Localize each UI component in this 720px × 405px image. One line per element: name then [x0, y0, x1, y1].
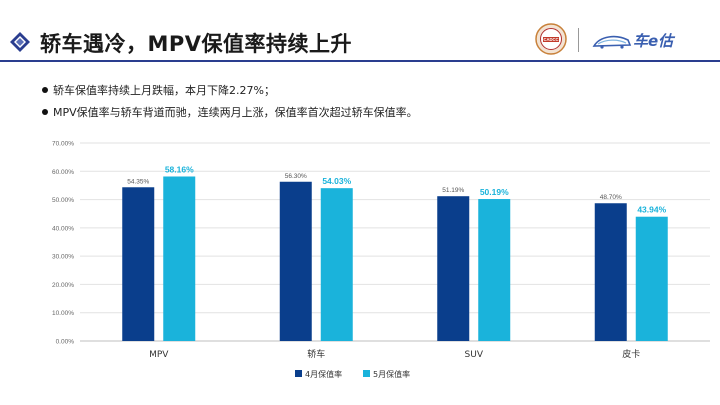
legend-swatch [363, 370, 370, 377]
bar [594, 203, 627, 341]
data-label: 43.94% [637, 205, 666, 215]
bullet-text: 轿车保值率持续上月跌幅，本月下降2.27%； [53, 84, 275, 97]
bullet-item: MPV保值率与轿车背道而驰，连续两月上涨，保值率首次超过轿车保值率。 [42, 102, 418, 124]
page-title: 轿车遇冷，MPV保值率持续上升 [40, 32, 353, 56]
y-tick-label: 0.00% [56, 339, 75, 346]
cadcc-seal-logo: CADCC [535, 23, 567, 55]
bar [437, 196, 470, 341]
y-tick-label: 10.00% [52, 310, 74, 317]
x-tick-label: SUV [465, 350, 484, 360]
x-tick-label: MPV [149, 350, 169, 360]
bullet-text: MPV保值率与轿车背道而驰，连续两月上涨，保值率首次超过轿车保值率。 [53, 106, 418, 119]
seal-text: CADCC [543, 37, 558, 42]
y-tick-label: 40.00% [52, 225, 74, 232]
bar [163, 176, 196, 341]
data-label: 50.19% [480, 187, 509, 197]
legend-label: 4月保值率 [305, 369, 342, 379]
bullet-dot [42, 87, 48, 93]
data-label: 48.70% [600, 194, 622, 201]
car-logo-icon [592, 35, 632, 49]
y-tick-label: 20.00% [52, 282, 74, 289]
bar [478, 199, 511, 341]
x-tick-label: 皮卡 [622, 348, 640, 360]
x-tick-label: 轿车 [307, 348, 325, 360]
y-tick-label: 60.00% [52, 169, 74, 176]
diamond-icon [10, 32, 30, 52]
data-label: 56.30% [285, 173, 307, 180]
data-label: 54.35% [127, 178, 149, 185]
data-label: 54.03% [322, 176, 351, 186]
logo-divider [578, 28, 579, 52]
data-label: 58.16% [165, 164, 194, 174]
y-tick-label: 30.00% [52, 254, 74, 261]
brand-name: 车e估 [633, 32, 674, 50]
bullet-dot [42, 109, 48, 115]
y-tick-label: 50.00% [52, 197, 74, 204]
legend-swatch [295, 370, 302, 377]
bar [635, 216, 668, 341]
bar [122, 187, 155, 341]
bar [320, 188, 353, 341]
y-tick-label: 70.00% [52, 141, 74, 148]
header-divider [0, 60, 720, 62]
bullet-list: 轿车保值率持续上月跌幅，本月下降2.27%； MPV保值率与轿车背道而驰，连续两… [42, 80, 418, 124]
legend-label: 5月保值率 [373, 369, 410, 379]
data-label: 51.19% [442, 187, 464, 194]
slide-header: 轿车遇冷，MPV保值率持续上升 CADCC 车e估 [0, 0, 720, 62]
bar [279, 181, 312, 341]
bullet-item: 轿车保值率持续上月跌幅，本月下降2.27%； [42, 80, 418, 102]
